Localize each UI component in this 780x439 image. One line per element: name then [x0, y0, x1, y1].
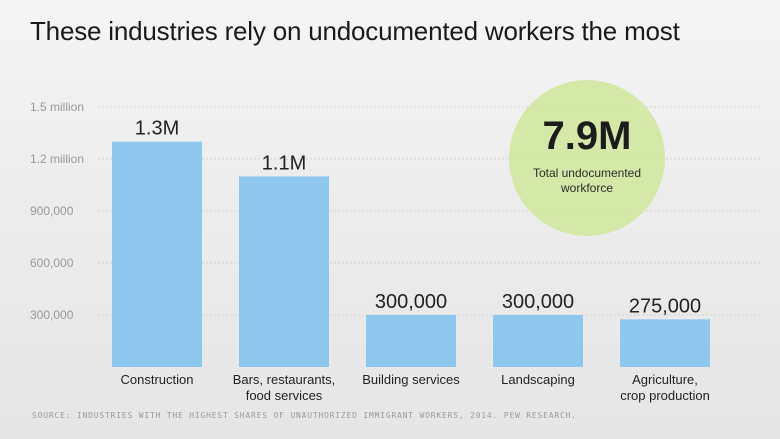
source-note: Source: Industries with the highest shar… — [32, 411, 577, 420]
bar — [239, 176, 329, 367]
y-tick-label: 300,000 — [30, 308, 74, 322]
bar — [112, 141, 202, 367]
total-value: 7.9M — [542, 114, 632, 158]
bar — [493, 315, 583, 367]
chart-title: These industries rely on undocumented wo… — [30, 16, 680, 46]
category-label: food services — [246, 388, 323, 403]
bars — [112, 141, 710, 367]
category-label: Landscaping — [501, 372, 575, 387]
data-label: 275,000 — [629, 295, 701, 317]
data-label: 300,000 — [502, 291, 574, 313]
data-label: 300,000 — [375, 291, 447, 313]
category-label: crop production — [620, 388, 710, 403]
y-axis-ticks: 300,000 600,000 900,000 1.2 million 1.5 mill… — [30, 100, 84, 322]
y-tick-label: 600,000 — [30, 256, 74, 270]
bar — [620, 319, 710, 367]
data-label: 1.3M — [135, 118, 179, 140]
category-label: Building services — [362, 372, 460, 387]
total-label: Total undocumented workforce — [532, 166, 642, 195]
bar — [366, 315, 456, 367]
category-labels: Construction Bars, restaurants,food servi… — [121, 372, 710, 403]
y-tick-label: 1.2 million — [30, 152, 84, 166]
category-label: Agriculture, — [632, 372, 698, 387]
total-callout: 7.9M Total undocumented workforce — [509, 80, 665, 236]
category-label: Bars, restaurants, — [233, 372, 336, 387]
y-tick-label: 900,000 — [30, 204, 74, 218]
y-tick-label: 1.5 million — [30, 100, 84, 114]
data-labels: 1.3M 1.1M 300,000 300,000 275,000 — [135, 118, 701, 318]
data-label: 1.1M — [262, 152, 306, 174]
category-label: Construction — [121, 372, 194, 387]
